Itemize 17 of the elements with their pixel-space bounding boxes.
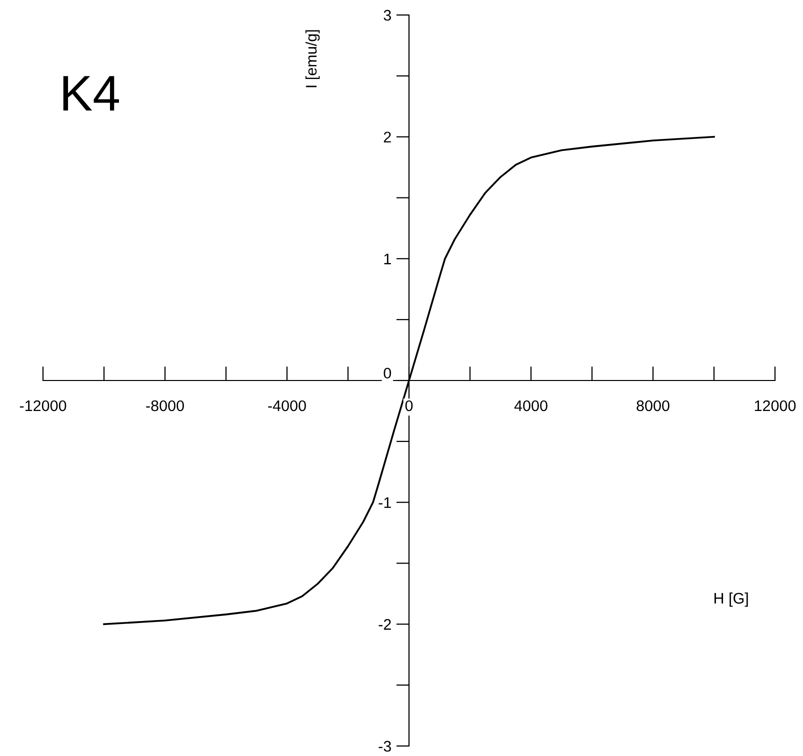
x-tick-label: -12000 [20,400,66,412]
x-tick-label: -4000 [268,400,306,412]
y-tick-label: -1 [378,497,391,508]
y-tick-label: -2 [378,619,391,630]
x-tick-label: 4000 [514,400,548,412]
x-tick-label: -8000 [146,400,184,412]
x-tick-label: 8000 [636,400,670,412]
y-tick-label: -3 [378,740,391,752]
x-axis-title: H [G] [714,592,748,607]
y-tick-label: 3 [384,10,391,21]
annotation: K4 [63,76,119,111]
x-tick-label: 12000 [754,400,796,412]
y-tick-label: 0 [384,368,392,379]
y-axis-title: I [emu/g] [305,30,320,88]
x-tick-label: 0 [405,400,413,412]
y-tick-label: 2 [384,132,391,142]
y-tick-label: 1 [384,254,391,264]
